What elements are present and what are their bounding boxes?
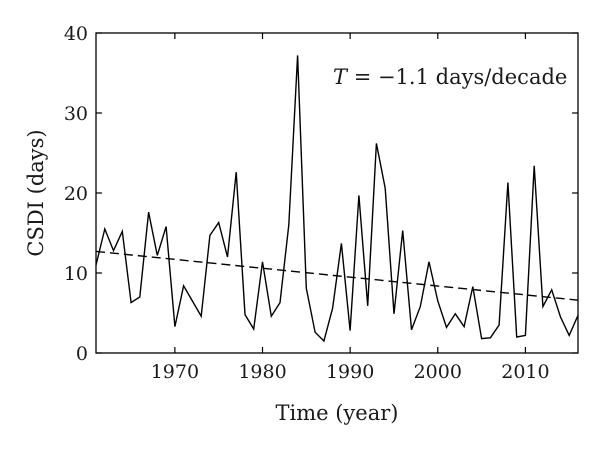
annotation-trend: T = −1.1 days/decade	[333, 65, 567, 89]
axis-ticks: 1970 1980 1990 2000 2010 0 10 20 30 40	[64, 23, 578, 383]
series-group	[95, 55, 579, 343]
y-tick-label: 30	[64, 103, 88, 125]
y-axis-title: CSDI (days)	[24, 129, 48, 256]
annotation-text: = −1.1 days/decade	[347, 65, 567, 89]
x-tick-label: 2010	[501, 361, 549, 383]
x-tick-label: 1990	[326, 361, 374, 383]
annotation-italic: T	[333, 65, 349, 89]
x-tick-label: 1970	[151, 361, 199, 383]
y-tick-label: 20	[64, 183, 88, 205]
y-tick-label: 0	[76, 343, 88, 365]
y-tick-label: 10	[64, 263, 88, 285]
x-tick-label: 1980	[238, 361, 286, 383]
x-axis-title: Time (year)	[276, 401, 399, 425]
csdi-series-line	[95, 55, 579, 343]
trend-line	[95, 250, 579, 301]
y-tick-label: 40	[64, 23, 88, 45]
x-tick-label: 2000	[414, 361, 462, 383]
